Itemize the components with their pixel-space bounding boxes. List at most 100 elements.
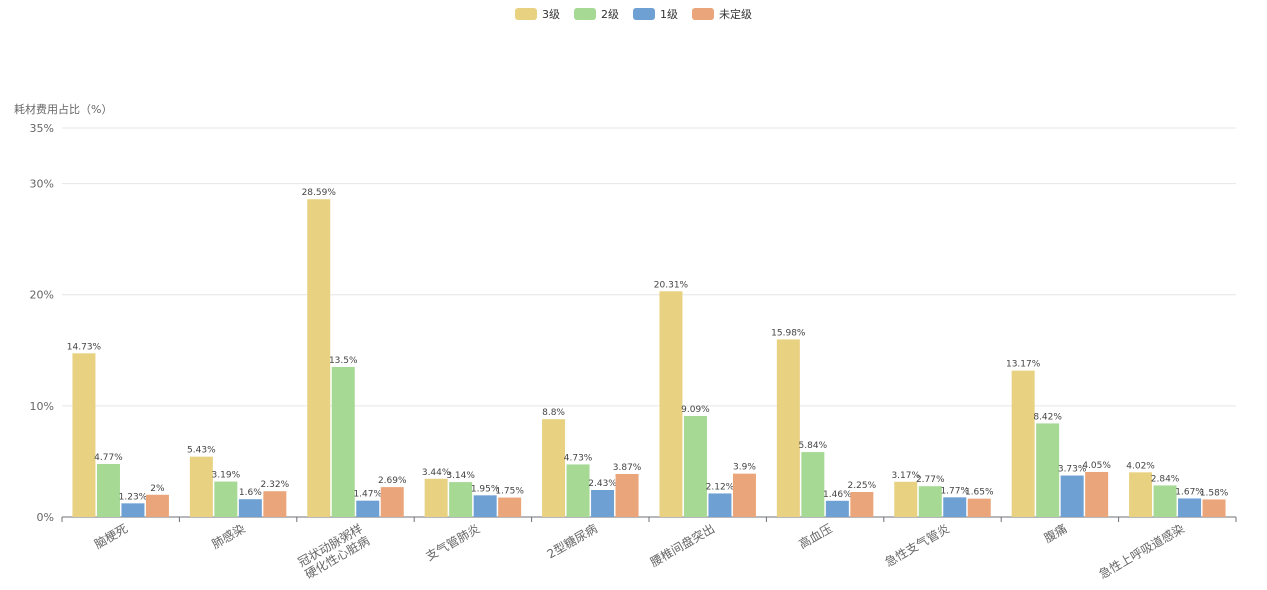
legend-swatch-unrated: [692, 8, 714, 20]
bar: [96, 463, 120, 517]
x-tick-label: 高血压: [796, 521, 835, 552]
bar: [1011, 370, 1035, 517]
bar: [449, 482, 473, 517]
data-label: 4.02%: [1126, 461, 1155, 471]
data-label: 3.87%: [613, 463, 642, 473]
legend: 3级 2级 1级 未定级: [0, 5, 1267, 23]
legend-label-2: 2级: [601, 8, 619, 21]
bar: [894, 481, 918, 517]
bar: [307, 199, 331, 518]
bar: [380, 487, 404, 517]
data-label: 1.46%: [823, 490, 852, 500]
bar: [214, 481, 238, 517]
data-label: 2.84%: [1151, 474, 1180, 484]
bar: [331, 366, 355, 517]
bar: [967, 498, 991, 517]
bar: [473, 495, 497, 517]
legend-item-unrated[interactable]: 未定级: [692, 6, 752, 22]
legend-label-3: 3级: [542, 8, 560, 21]
bar: [591, 489, 615, 517]
data-label: 4.77%: [94, 453, 123, 463]
bar: [145, 494, 169, 517]
bar: [659, 291, 683, 517]
bar: [825, 500, 849, 517]
bar: [1085, 471, 1109, 517]
x-tick-label: 2型糖尿病: [544, 521, 600, 562]
x-tick-label: 肺感染: [209, 521, 248, 552]
x-tick-label: 急性支气管炎: [882, 521, 952, 570]
y-tick-label: 0%: [37, 511, 54, 524]
legend-swatch-1: [633, 8, 655, 20]
x-tick-label: 冠状动脉粥样硬化性心脏病: [295, 521, 372, 582]
data-label: 2.77%: [916, 475, 945, 485]
bar: [1036, 423, 1060, 517]
bar: [801, 452, 825, 517]
data-label: 1.67%: [1175, 487, 1204, 497]
data-label: 2.12%: [706, 482, 735, 492]
data-label: 3.19%: [212, 471, 241, 481]
bar: [1202, 499, 1226, 517]
data-label: 1.95%: [471, 484, 500, 494]
y-tick-label: 30%: [30, 178, 54, 191]
bar: [72, 353, 96, 517]
bar: [356, 500, 380, 517]
legend-label-unrated: 未定级: [719, 8, 752, 21]
data-label: 1.58%: [1200, 488, 1229, 498]
bar: [566, 464, 590, 517]
legend-swatch-2: [574, 8, 596, 20]
bar: [1178, 498, 1202, 517]
data-label: 8.42%: [1033, 412, 1062, 422]
data-label: 2%: [150, 484, 165, 494]
data-label: 4.73%: [564, 453, 593, 463]
x-tick-label: 急性上呼吸道感染: [1096, 521, 1187, 582]
bar: [238, 499, 262, 517]
bar: [683, 415, 707, 517]
legend-item-3[interactable]: 3级: [515, 6, 560, 22]
data-label: 3.9%: [733, 463, 756, 473]
data-label: 13.17%: [1006, 360, 1041, 370]
bar: [615, 473, 639, 517]
y-tick-label: 35%: [30, 122, 54, 135]
data-label: 3.44%: [422, 468, 451, 478]
data-label: 28.59%: [302, 188, 337, 198]
y-tick-label: 10%: [30, 400, 54, 413]
data-label: 5.84%: [799, 441, 828, 451]
data-label: 14.73%: [67, 342, 102, 352]
bar: [1153, 485, 1177, 517]
bar: [498, 497, 522, 517]
x-tick-label: 腰椎间盘突出: [647, 521, 717, 570]
data-label: 15.98%: [771, 328, 806, 338]
data-label: 20.31%: [654, 280, 689, 290]
x-tick-label: 腹痛: [1041, 521, 1069, 546]
bar: [1129, 472, 1153, 517]
data-label: 2.43%: [588, 479, 617, 489]
data-label: 1.65%: [965, 488, 994, 498]
data-label: 2.32%: [261, 480, 290, 490]
data-label: 4.05%: [1082, 461, 1111, 471]
legend-item-2[interactable]: 2级: [574, 6, 619, 22]
y-axis-title: 耗材费用占比（%）: [14, 103, 113, 116]
data-label: 3.17%: [891, 471, 920, 481]
data-label: 5.43%: [187, 446, 216, 456]
data-label: 2.25%: [848, 481, 877, 491]
x-tick-label: 脑梗死: [92, 521, 131, 552]
bar: [918, 486, 942, 517]
bar: [263, 491, 287, 517]
legend-item-1[interactable]: 1级: [633, 6, 678, 22]
bar: [708, 493, 732, 517]
bar: [943, 497, 967, 517]
data-label: 1.6%: [239, 488, 262, 498]
legend-swatch-3: [515, 8, 537, 20]
bar: [776, 339, 800, 517]
y-tick-label: 20%: [30, 289, 54, 302]
data-label: 3.73%: [1058, 465, 1087, 475]
bar: [542, 419, 566, 517]
bar: [189, 456, 213, 517]
data-label: 1.75%: [495, 487, 524, 497]
data-label: 2.69%: [378, 476, 407, 486]
data-label: 13.5%: [329, 356, 358, 366]
data-label: 9.09%: [681, 405, 710, 415]
x-tick-label: 支气管肺炎: [423, 521, 482, 564]
